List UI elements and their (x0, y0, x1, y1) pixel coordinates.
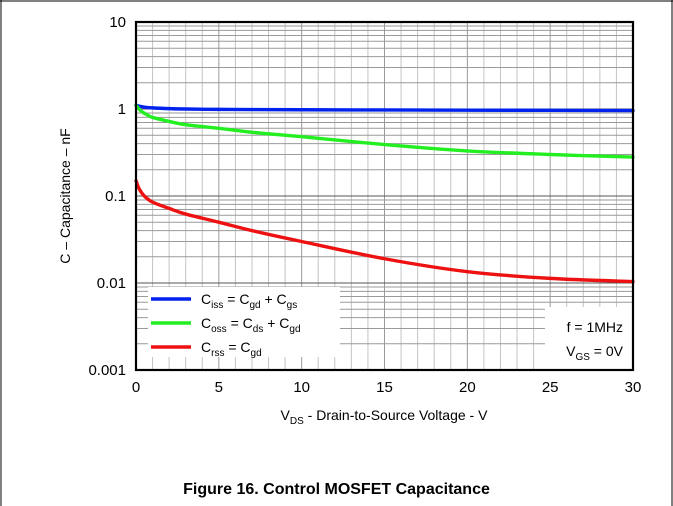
x-tick-label: 20 (459, 379, 476, 396)
legend-label: Coss = Cds + Cgd (201, 315, 301, 335)
series-line (134, 103, 635, 113)
legend: Ciss = Cgd + Cgs Coss = Cds + Cgd Crss = C… (151, 291, 301, 359)
y-tick-label: 0.001 (88, 362, 126, 379)
series-lines (134, 103, 635, 284)
figure-caption: Figure 16. Control MOSFET Capacitance (183, 481, 490, 498)
series-line (134, 178, 635, 284)
annotation-frequency: f = 1MHz (567, 319, 623, 335)
legend-label: Crss = Cgd (201, 339, 262, 359)
y-tick-label: 1 (118, 101, 126, 118)
axis-ticks: 0 5 10 15 20 25 30 0.001 0.01 0.1 1 10 (88, 14, 641, 396)
x-axis-label: VDS - Drain-to-Source Voltage - V (281, 407, 489, 427)
annotation-box (545, 307, 633, 369)
annotation-vgs: VGS = 0V (566, 343, 624, 363)
y-tick-label: 0.1 (105, 188, 126, 205)
plot-border (134, 20, 635, 372)
y-tick-label: 10 (109, 14, 126, 31)
series-line (134, 103, 635, 159)
y-axis-label: C – Capacitance – nF (57, 128, 73, 263)
x-tick-label: 30 (625, 379, 642, 396)
x-tick-label: 10 (293, 379, 310, 396)
x-tick-label: 5 (215, 379, 223, 396)
y-tick-label: 0.01 (97, 275, 126, 292)
capacitance-chart: 0 5 10 15 20 25 30 0.001 0.01 0.1 1 10 Ciss = Cgd +… (57, 14, 641, 427)
x-tick-label: 25 (542, 379, 559, 396)
legend-label: Ciss = Cgd + Cgs (201, 291, 297, 311)
x-tick-label: 0 (132, 379, 140, 396)
x-tick-label: 15 (376, 379, 393, 396)
